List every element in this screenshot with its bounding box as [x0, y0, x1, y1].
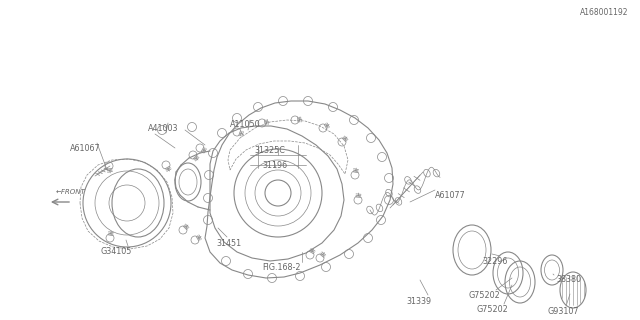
- Text: FIG.168-2: FIG.168-2: [262, 262, 301, 271]
- Text: 31339: 31339: [406, 298, 431, 307]
- Text: 31451: 31451: [216, 238, 241, 247]
- Text: A61067: A61067: [70, 143, 100, 153]
- Text: 31325C: 31325C: [254, 146, 285, 155]
- Text: ←FRONT: ←FRONT: [56, 189, 86, 195]
- Text: 38380: 38380: [556, 276, 581, 284]
- Text: 32296: 32296: [482, 257, 508, 266]
- Text: G75202: G75202: [468, 292, 500, 300]
- Text: A168001192: A168001192: [579, 7, 628, 17]
- Text: A41003: A41003: [148, 124, 179, 132]
- Text: A11050: A11050: [230, 119, 260, 129]
- Text: 31196: 31196: [262, 161, 287, 170]
- Text: G93107: G93107: [548, 308, 579, 316]
- Text: G34105: G34105: [100, 246, 131, 255]
- Text: G75202: G75202: [476, 306, 508, 315]
- Text: A61077: A61077: [435, 190, 466, 199]
